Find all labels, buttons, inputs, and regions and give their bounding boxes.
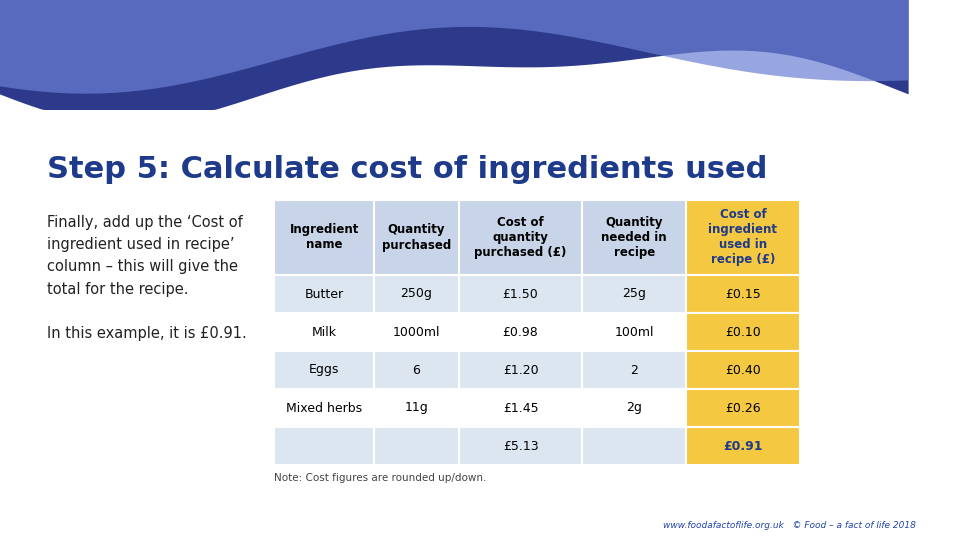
FancyBboxPatch shape (373, 313, 459, 351)
FancyBboxPatch shape (582, 351, 686, 389)
FancyBboxPatch shape (459, 389, 582, 427)
FancyBboxPatch shape (373, 275, 459, 313)
FancyBboxPatch shape (275, 389, 373, 427)
Text: £0.98: £0.98 (503, 326, 539, 339)
FancyBboxPatch shape (459, 275, 582, 313)
Text: Butter: Butter (304, 287, 344, 300)
Text: 6: 6 (413, 363, 420, 376)
Text: www.foodafactoflife.org.uk   © Food – a fact of life 2018: www.foodafactoflife.org.uk © Food – a fa… (662, 521, 916, 530)
FancyBboxPatch shape (275, 427, 373, 465)
FancyBboxPatch shape (459, 427, 582, 465)
FancyBboxPatch shape (275, 313, 373, 351)
FancyBboxPatch shape (582, 389, 686, 427)
Text: £0.10: £0.10 (725, 326, 761, 339)
Text: Mixed herbs: Mixed herbs (286, 402, 362, 415)
Text: £0.40: £0.40 (725, 363, 761, 376)
FancyBboxPatch shape (582, 275, 686, 313)
Text: £0.91: £0.91 (723, 440, 763, 453)
FancyBboxPatch shape (686, 351, 800, 389)
Text: Step 5: Calculate cost of ingredients used: Step 5: Calculate cost of ingredients us… (47, 155, 768, 184)
FancyBboxPatch shape (373, 389, 459, 427)
FancyBboxPatch shape (275, 200, 373, 275)
Text: Cost of
ingredient
used in
recipe (£): Cost of ingredient used in recipe (£) (708, 208, 778, 267)
Text: £0.26: £0.26 (725, 402, 761, 415)
Text: 11g: 11g (404, 402, 428, 415)
Text: 25g: 25g (622, 287, 646, 300)
FancyBboxPatch shape (686, 200, 800, 275)
FancyBboxPatch shape (275, 275, 373, 313)
FancyBboxPatch shape (686, 275, 800, 313)
FancyBboxPatch shape (373, 200, 459, 275)
Text: £1.50: £1.50 (503, 287, 539, 300)
Text: 2: 2 (630, 363, 638, 376)
Text: Milk: Milk (312, 326, 337, 339)
Text: Finally, add up the ‘Cost of
ingredient used in recipe’
column – this will give : Finally, add up the ‘Cost of ingredient … (47, 215, 247, 341)
FancyBboxPatch shape (459, 313, 582, 351)
FancyBboxPatch shape (459, 351, 582, 389)
FancyBboxPatch shape (373, 351, 459, 389)
FancyBboxPatch shape (459, 200, 582, 275)
Text: Ingredient
name: Ingredient name (290, 224, 359, 252)
Text: £0.15: £0.15 (725, 287, 761, 300)
Text: £1.45: £1.45 (503, 402, 539, 415)
FancyBboxPatch shape (582, 313, 686, 351)
FancyBboxPatch shape (686, 313, 800, 351)
Text: £1.20: £1.20 (503, 363, 539, 376)
FancyBboxPatch shape (373, 427, 459, 465)
Text: Quantity
needed in
recipe: Quantity needed in recipe (601, 216, 667, 259)
Text: 2g: 2g (626, 402, 642, 415)
Text: 100ml: 100ml (614, 326, 654, 339)
FancyBboxPatch shape (275, 351, 373, 389)
Text: Quantity
purchased: Quantity purchased (382, 224, 451, 252)
Polygon shape (0, 0, 908, 110)
Text: Cost of
quantity
purchased (£): Cost of quantity purchased (£) (474, 216, 566, 259)
Polygon shape (0, 0, 908, 93)
FancyBboxPatch shape (686, 427, 800, 465)
FancyBboxPatch shape (686, 389, 800, 427)
FancyBboxPatch shape (582, 427, 686, 465)
Text: 250g: 250g (400, 287, 432, 300)
Text: £5.13: £5.13 (503, 440, 539, 453)
FancyBboxPatch shape (582, 200, 686, 275)
Text: Eggs: Eggs (309, 363, 339, 376)
Text: 1000ml: 1000ml (393, 326, 441, 339)
Text: Note: Cost figures are rounded up/down.: Note: Cost figures are rounded up/down. (275, 473, 487, 483)
